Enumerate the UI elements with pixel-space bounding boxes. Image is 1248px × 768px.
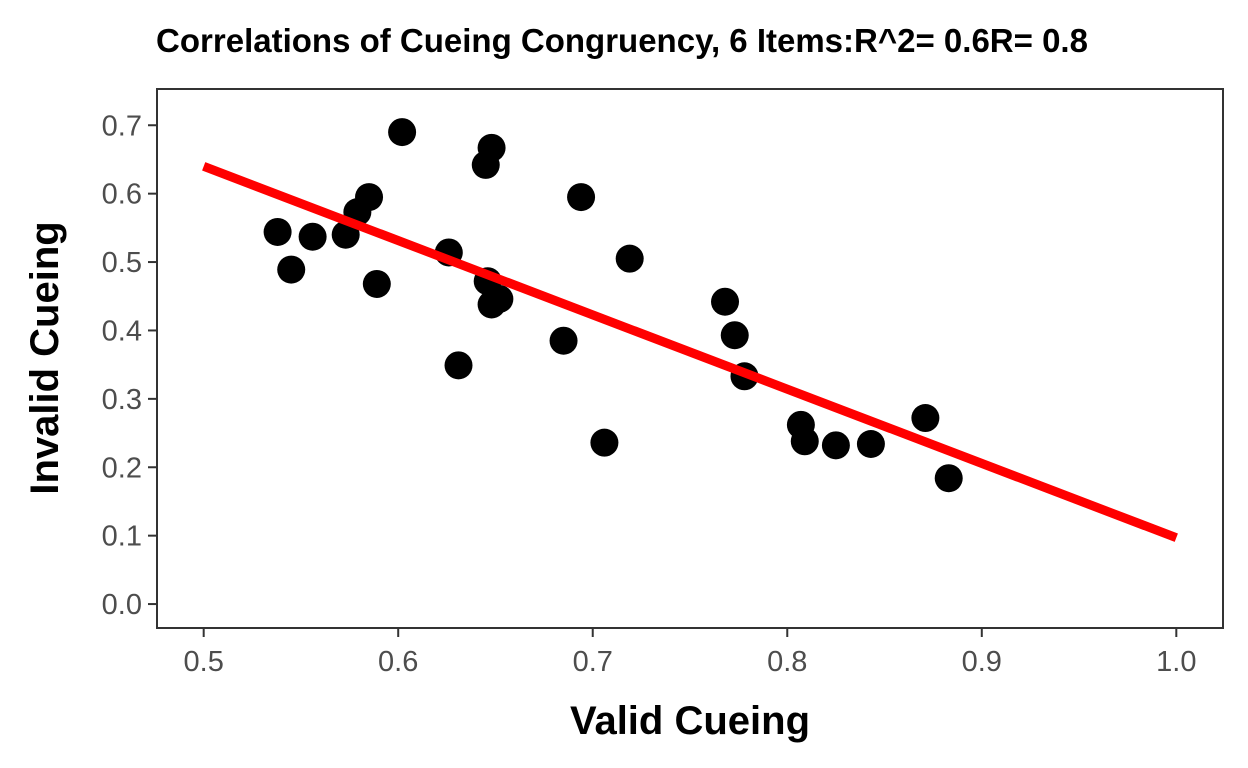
data-point-24 xyxy=(790,427,819,456)
y-tick-label: 0.5 xyxy=(102,247,142,279)
data-point-17 xyxy=(567,183,596,212)
data-point-8 xyxy=(388,118,417,147)
data-point-10 xyxy=(444,351,473,380)
x-tick-label: 0.9 xyxy=(962,646,1002,678)
data-point-18 xyxy=(590,428,619,457)
data-point-15 xyxy=(485,284,514,313)
x-tick-label: 1.0 xyxy=(1156,646,1196,678)
fit-line-layer xyxy=(202,162,1178,542)
data-point-2 xyxy=(277,255,306,284)
y-axis-title: Invalid Cueing xyxy=(23,221,67,494)
plot-panel xyxy=(156,88,1224,629)
data-point-20 xyxy=(711,287,740,316)
data-point-28 xyxy=(934,464,963,493)
y-tick-label: 0.6 xyxy=(102,179,142,211)
data-point-12 xyxy=(477,133,506,162)
chart-title: Correlations of Cueing Congruency, 6 Ite… xyxy=(156,22,1088,59)
x-tick-label: 0.7 xyxy=(573,646,613,678)
x-tick-label: 0.5 xyxy=(184,646,224,678)
y-tick-label: 0.0 xyxy=(102,589,142,621)
data-point-25 xyxy=(821,431,850,460)
points-layer xyxy=(263,118,963,493)
y-tick-label: 0.1 xyxy=(102,521,142,553)
data-point-16 xyxy=(549,326,578,355)
data-point-19 xyxy=(615,244,644,273)
y-tick-label: 0.3 xyxy=(102,384,142,416)
y-axis: 0.0 0.1 0.2 0.3 0.4 0.5 0.6 0.7 xyxy=(102,110,157,621)
data-point-3 xyxy=(298,222,327,251)
data-point-21 xyxy=(720,321,749,350)
data-point-1 xyxy=(263,217,292,246)
data-point-7 xyxy=(362,269,391,298)
y-tick-label: 0.7 xyxy=(102,110,142,142)
x-tick-label: 0.8 xyxy=(767,646,807,678)
regression-line xyxy=(202,162,1178,542)
y-tick-label: 0.4 xyxy=(102,315,142,347)
data-point-26 xyxy=(856,430,885,459)
data-point-27 xyxy=(911,404,940,433)
x-axis-title: Valid Cueing xyxy=(570,699,810,743)
data-point-6 xyxy=(355,183,384,212)
x-axis: 0.5 0.6 0.7 0.8 0.9 1.0 xyxy=(184,628,1196,678)
x-tick-label: 0.6 xyxy=(378,646,418,678)
y-tick-label: 0.2 xyxy=(102,452,142,484)
